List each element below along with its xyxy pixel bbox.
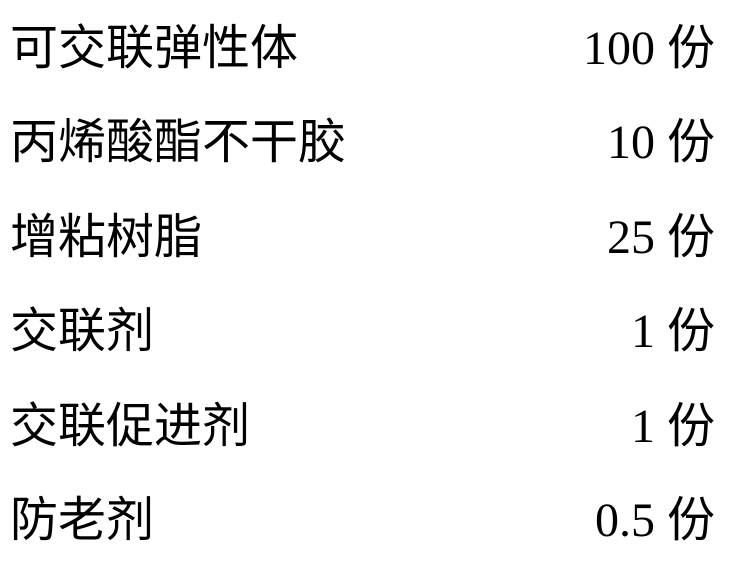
ingredient-label: 交联剂 — [10, 303, 154, 361]
ingredient-list: 可交联弹性体 100 份 丙烯酸酯不干胶 10 份 增粘树脂 25 份 交联剂 … — [0, 0, 755, 570]
ingredient-label: 增粘树脂 — [10, 209, 202, 267]
list-item: 丙烯酸酯不干胶 10 份 — [10, 114, 715, 172]
ingredient-amount: 0.5 份 — [535, 492, 715, 550]
list-item: 可交联弹性体 100 份 — [10, 20, 715, 78]
ingredient-label: 丙烯酸酯不干胶 — [10, 114, 346, 172]
ingredient-amount: 25 份 — [535, 209, 715, 267]
ingredient-amount: 10 份 — [535, 114, 715, 172]
ingredient-label: 交联促进剂 — [10, 398, 250, 456]
list-item: 防老剂 0.5 份 — [10, 492, 715, 550]
list-item: 交联剂 1 份 — [10, 303, 715, 361]
list-item: 增粘树脂 25 份 — [10, 209, 715, 267]
ingredient-amount: 100 份 — [535, 20, 715, 78]
list-item: 交联促进剂 1 份 — [10, 398, 715, 456]
ingredient-label: 防老剂 — [10, 492, 154, 550]
ingredient-amount: 1 份 — [535, 398, 715, 456]
ingredient-label: 可交联弹性体 — [10, 20, 298, 78]
ingredient-amount: 1 份 — [535, 303, 715, 361]
